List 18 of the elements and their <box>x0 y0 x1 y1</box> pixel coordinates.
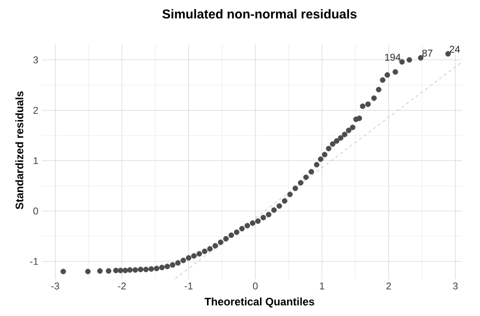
y-tick-label: 3 <box>33 56 38 64</box>
y-axis-title: Standardized residuals <box>15 91 24 210</box>
x-tick-label: -2 <box>118 282 126 290</box>
y-tick-label: 1 <box>34 157 38 164</box>
y-tick-label: -1 <box>30 258 38 265</box>
x-tick-label: 0 <box>252 282 258 290</box>
annotation: 194 <box>385 54 401 61</box>
x-axis-title: Theoretical Quantiles <box>204 297 314 308</box>
y-tick-label: 0 <box>33 207 38 214</box>
x-tick-label: 2 <box>386 282 391 290</box>
y-tick-label: 2 <box>33 106 38 114</box>
x-tick-label: 1 <box>320 282 324 290</box>
annotation: 24 <box>450 46 460 52</box>
chart-title: Simulated non-normal residuals <box>162 8 356 18</box>
x-tick-label: 3 <box>453 282 458 290</box>
x-tick-label: -3 <box>51 282 60 290</box>
annotation: 87 <box>422 50 432 56</box>
x-tick-label: -1 <box>184 282 193 290</box>
